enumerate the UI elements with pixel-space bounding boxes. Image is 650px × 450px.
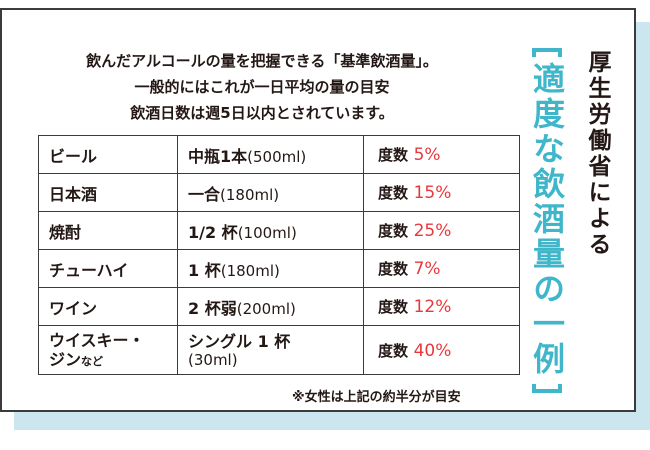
amount-text: シングル 1 杯 [188, 331, 291, 351]
drink-abv: 度数 12% [363, 287, 520, 326]
bracket-top [532, 48, 562, 57]
abv-value: 5% [413, 145, 441, 165]
intro-line-3: 飲酒日数は週5日以内とされています。 [130, 104, 394, 122]
volume-text: (100ml) [237, 223, 297, 242]
volume-text: (180ml) [220, 261, 280, 280]
abv-value: 12% [413, 297, 452, 317]
abv-value: 7% [413, 259, 441, 279]
abv-label: 度数 [378, 298, 409, 316]
drink-abv: 度数 7% [363, 249, 520, 288]
abv-value: 25% [413, 221, 452, 241]
drink-abv: 度数 40% [363, 325, 520, 375]
drink-amount: シングル 1 杯 (30ml) [177, 325, 364, 375]
drink-kind: 焼酎 [38, 211, 178, 250]
amount-text: 2 杯弱 [188, 298, 237, 318]
table-row: 日本酒 一合(180ml) 度数 15% [38, 173, 520, 212]
abv-label: 度数 [378, 260, 409, 278]
intro-line-1: 飲んだアルコールの量を把握できる「基準飲酒量」。 [86, 52, 438, 70]
bracket-bottom [532, 384, 562, 393]
drink-table: ビール 中瓶1本(500ml) 度数 5% 日本酒 一合(180ml) 度数 1… [38, 135, 520, 375]
kind-line-2: ジンなど [49, 351, 177, 370]
volume-text: (500ml) [247, 147, 307, 166]
main-title: 適度な飲酒量の一例 [528, 62, 566, 377]
volume-text: (200ml) [236, 299, 296, 318]
table-row: ビール 中瓶1本(500ml) 度数 5% [38, 135, 520, 174]
drink-abv: 度数 15% [363, 173, 520, 212]
drink-kind: 日本酒 [38, 173, 178, 212]
drink-abv: 度数 5% [363, 135, 520, 174]
drink-amount: 中瓶1本(500ml) [177, 135, 364, 174]
abv-value: 40% [413, 340, 452, 361]
drink-amount: 一合(180ml) [177, 173, 364, 212]
intro-text: 飲んだアルコールの量を把握できる「基準飲酒量」。 一般的にはこれが一日平均の量の… [42, 48, 482, 126]
drink-kind: ビール [38, 135, 178, 174]
table-row: 焼酎 1/2 杯(100ml) 度数 25% [38, 211, 520, 250]
amount-text: 中瓶1本 [188, 146, 248, 166]
abv-value: 15% [413, 183, 452, 203]
table-row: ウイスキー・ ジンなど シングル 1 杯 (30ml) 度数 40% [38, 325, 520, 375]
kind-line-1: ウイスキー・ [49, 330, 145, 350]
amount-text: 1 杯 [188, 260, 221, 280]
drink-kind: チューハイ [38, 249, 178, 288]
volume-text: (30ml) [188, 350, 238, 369]
abv-label: 度数 [378, 222, 409, 240]
volume-text: (180ml) [220, 185, 280, 204]
abv-label: 度数 [378, 146, 409, 164]
footnote: ※女性は上記の約半分が目安 [292, 390, 461, 405]
drink-abv: 度数 25% [363, 211, 520, 250]
kind-suffix: など [81, 354, 104, 368]
amount-text: 一合 [188, 184, 221, 204]
intro-line-2: 一般的にはこれが一日平均の量の目安 [134, 78, 390, 96]
table-row: チューハイ 1 杯(180ml) 度数 7% [38, 249, 520, 288]
amount-text: 1/2 杯 [188, 222, 238, 242]
drink-kind: ワイン [38, 287, 178, 326]
drink-amount: 2 杯弱(200ml) [177, 287, 364, 326]
drink-amount: 1 杯(180ml) [177, 249, 364, 288]
table-row: ワイン 2 杯弱(200ml) 度数 12% [38, 287, 520, 326]
kind-text: ジン [49, 349, 82, 369]
abv-label: 度数 [378, 184, 409, 202]
info-card: 飲んだアルコールの量を把握できる「基準飲酒量」。 一般的にはこれが一日平均の量の… [0, 8, 636, 412]
drink-kind: ウイスキー・ ジンなど [38, 325, 178, 375]
source-title: 厚生労働省による [584, 50, 610, 258]
drink-amount: 1/2 杯(100ml) [177, 211, 364, 250]
abv-label: 度数 [378, 341, 409, 360]
